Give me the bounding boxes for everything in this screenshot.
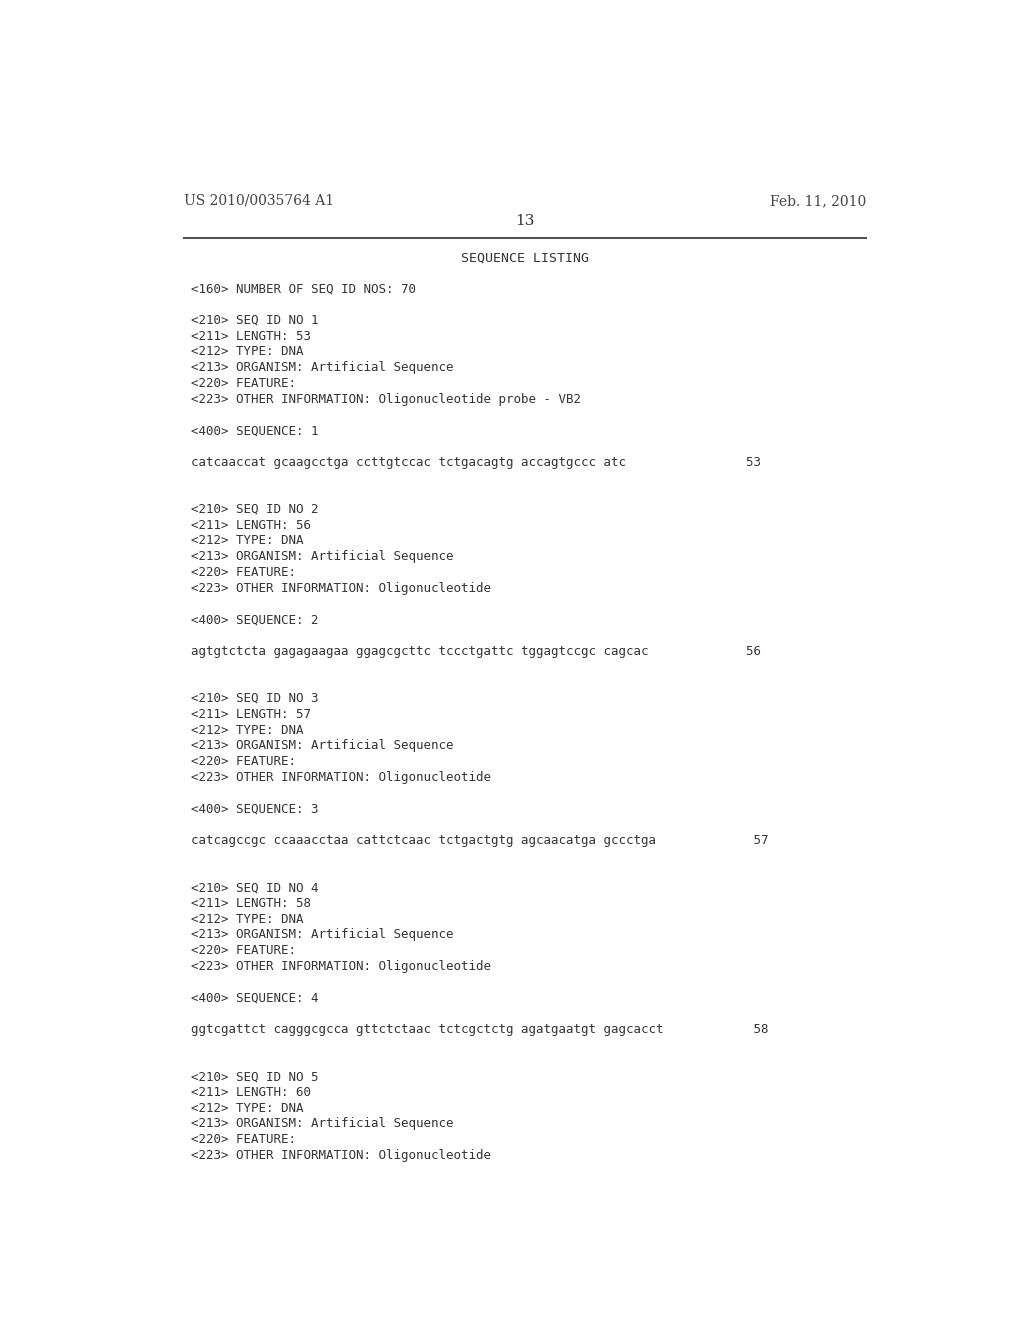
- Text: <400> SEQUENCE: 1: <400> SEQUENCE: 1: [191, 424, 319, 437]
- Text: <220> FEATURE:: <220> FEATURE:: [191, 1133, 297, 1146]
- Text: 13: 13: [515, 214, 535, 228]
- Text: catcagccgc ccaaacctaa cattctcaac tctgactgtg agcaacatga gccctga             57: catcagccgc ccaaacctaa cattctcaac tctgact…: [191, 834, 769, 847]
- Text: <211> LENGTH: 53: <211> LENGTH: 53: [191, 330, 311, 343]
- Text: <213> ORGANISM: Artificial Sequence: <213> ORGANISM: Artificial Sequence: [191, 1117, 454, 1130]
- Text: SEQUENCE LISTING: SEQUENCE LISTING: [461, 252, 589, 265]
- Text: <400> SEQUENCE: 3: <400> SEQUENCE: 3: [191, 803, 319, 816]
- Text: <400> SEQUENCE: 4: <400> SEQUENCE: 4: [191, 991, 319, 1005]
- Text: agtgtctcta gagagaagaa ggagcgcttc tccctgattc tggagtccgc cagcac             56: agtgtctcta gagagaagaa ggagcgcttc tccctga…: [191, 644, 762, 657]
- Text: <220> FEATURE:: <220> FEATURE:: [191, 378, 297, 389]
- Text: <223> OTHER INFORMATION: Oligonucleotide: <223> OTHER INFORMATION: Oligonucleotide: [191, 1148, 492, 1162]
- Text: <160> NUMBER OF SEQ ID NOS: 70: <160> NUMBER OF SEQ ID NOS: 70: [191, 282, 417, 296]
- Text: <220> FEATURE:: <220> FEATURE:: [191, 566, 297, 579]
- Text: US 2010/0035764 A1: US 2010/0035764 A1: [183, 194, 334, 209]
- Text: <400> SEQUENCE: 2: <400> SEQUENCE: 2: [191, 614, 319, 626]
- Text: <210> SEQ ID NO 5: <210> SEQ ID NO 5: [191, 1071, 319, 1084]
- Text: <223> OTHER INFORMATION: Oligonucleotide probe - VB2: <223> OTHER INFORMATION: Oligonucleotide…: [191, 392, 582, 405]
- Text: catcaaccat gcaagcctga ccttgtccac tctgacagtg accagtgccc atc                53: catcaaccat gcaagcctga ccttgtccac tctgaca…: [191, 455, 762, 469]
- Text: <223> OTHER INFORMATION: Oligonucleotide: <223> OTHER INFORMATION: Oligonucleotide: [191, 960, 492, 973]
- Text: <213> ORGANISM: Artificial Sequence: <213> ORGANISM: Artificial Sequence: [191, 362, 454, 374]
- Text: <212> TYPE: DNA: <212> TYPE: DNA: [191, 723, 304, 737]
- Text: <211> LENGTH: 60: <211> LENGTH: 60: [191, 1086, 311, 1098]
- Text: <223> OTHER INFORMATION: Oligonucleotide: <223> OTHER INFORMATION: Oligonucleotide: [191, 771, 492, 784]
- Text: <210> SEQ ID NO 3: <210> SEQ ID NO 3: [191, 692, 319, 705]
- Text: <213> ORGANISM: Artificial Sequence: <213> ORGANISM: Artificial Sequence: [191, 928, 454, 941]
- Text: <210> SEQ ID NO 2: <210> SEQ ID NO 2: [191, 503, 319, 516]
- Text: <213> ORGANISM: Artificial Sequence: <213> ORGANISM: Artificial Sequence: [191, 550, 454, 564]
- Text: <212> TYPE: DNA: <212> TYPE: DNA: [191, 346, 304, 359]
- Text: <211> LENGTH: 57: <211> LENGTH: 57: [191, 708, 311, 721]
- Text: <223> OTHER INFORMATION: Oligonucleotide: <223> OTHER INFORMATION: Oligonucleotide: [191, 582, 492, 595]
- Text: ggtcgattct cagggcgcca gttctctaac tctcgctctg agatgaatgt gagcacct            58: ggtcgattct cagggcgcca gttctctaac tctcgct…: [191, 1023, 769, 1036]
- Text: <212> TYPE: DNA: <212> TYPE: DNA: [191, 912, 304, 925]
- Text: <220> FEATURE:: <220> FEATURE:: [191, 755, 297, 768]
- Text: <213> ORGANISM: Artificial Sequence: <213> ORGANISM: Artificial Sequence: [191, 739, 454, 752]
- Text: <211> LENGTH: 58: <211> LENGTH: 58: [191, 896, 311, 909]
- Text: <212> TYPE: DNA: <212> TYPE: DNA: [191, 1102, 304, 1114]
- Text: <211> LENGTH: 56: <211> LENGTH: 56: [191, 519, 311, 532]
- Text: <210> SEQ ID NO 1: <210> SEQ ID NO 1: [191, 314, 319, 327]
- Text: <210> SEQ ID NO 4: <210> SEQ ID NO 4: [191, 880, 319, 894]
- Text: <212> TYPE: DNA: <212> TYPE: DNA: [191, 535, 304, 548]
- Text: Feb. 11, 2010: Feb. 11, 2010: [770, 194, 866, 209]
- Text: <220> FEATURE:: <220> FEATURE:: [191, 944, 297, 957]
